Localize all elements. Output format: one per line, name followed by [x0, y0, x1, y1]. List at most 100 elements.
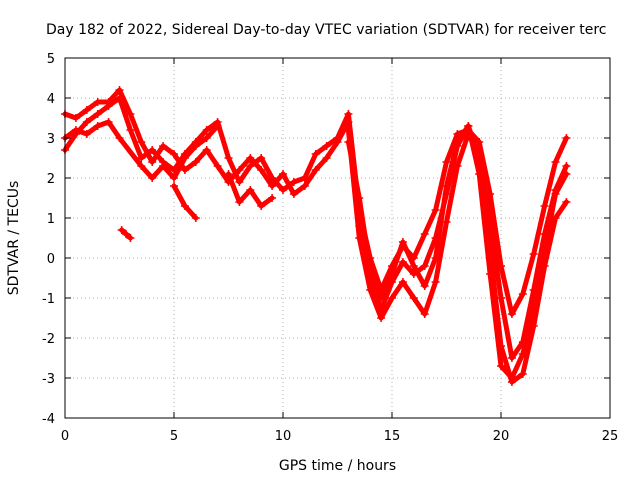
- data-point: [388, 270, 396, 278]
- data-point: [355, 234, 364, 242]
- data-point: [322, 142, 331, 150]
- data-point: [159, 162, 168, 170]
- data-point: [148, 174, 157, 182]
- data-point: [518, 290, 527, 298]
- x-axis-label: GPS time / hours: [279, 458, 396, 474]
- data-point: [289, 178, 298, 186]
- data-point: [170, 182, 178, 190]
- y-tick-label: 1: [47, 212, 55, 227]
- data-point: [71, 114, 80, 122]
- data-point: [562, 134, 571, 142]
- x-tick-label: 5: [170, 429, 178, 444]
- x-tick-label: 25: [602, 429, 619, 444]
- data-point: [170, 174, 178, 182]
- data-point: [148, 146, 157, 154]
- data-point: [442, 158, 451, 166]
- data-point: [562, 198, 571, 206]
- data-point: [246, 162, 255, 170]
- data-point: [540, 202, 549, 210]
- data-point: [431, 206, 440, 214]
- data-point: [475, 138, 484, 146]
- data-point: [257, 166, 266, 174]
- series-track-d: [61, 118, 571, 382]
- data-point: [257, 154, 266, 162]
- data-point: [409, 294, 418, 302]
- data-point: [398, 238, 407, 246]
- data-point: [148, 158, 157, 166]
- data-point: [333, 138, 342, 146]
- data-point: [279, 170, 287, 178]
- data-point: [246, 186, 255, 194]
- x-tick-label: 20: [493, 429, 510, 444]
- data-point: [507, 310, 516, 318]
- data-point: [344, 110, 353, 118]
- data-point: [366, 286, 375, 294]
- data-point: [475, 170, 484, 178]
- data-point: [180, 202, 189, 210]
- data-point: [235, 198, 244, 206]
- data-point: [453, 138, 462, 146]
- chart-title: Day 182 of 2022, Sidereal Day-to-day VTE…: [46, 22, 606, 38]
- data-point: [224, 154, 233, 162]
- data-point: [551, 190, 560, 198]
- y-tick-label: 4: [47, 92, 55, 107]
- data-point: [126, 126, 135, 134]
- data-point: [257, 202, 266, 210]
- data-point: [268, 182, 277, 190]
- y-tick-label: 2: [47, 172, 55, 187]
- data-point: [93, 98, 102, 106]
- data-point: [224, 170, 233, 178]
- data-point: [82, 118, 91, 126]
- data-point: [420, 230, 429, 238]
- data-point: [115, 86, 124, 94]
- data-point: [529, 302, 538, 310]
- data-point: [344, 118, 353, 126]
- data-point: [562, 162, 571, 170]
- data-point: [311, 150, 320, 158]
- data-point: [540, 246, 549, 254]
- data-point: [344, 138, 353, 146]
- data-point: [170, 150, 178, 158]
- data-point: [344, 126, 353, 134]
- y-tick-label: -3: [42, 372, 55, 387]
- x-tick-label: 10: [275, 429, 292, 444]
- data-point: [300, 182, 309, 190]
- data-point: [366, 266, 375, 274]
- data-point: [115, 134, 124, 142]
- data-point: [507, 374, 516, 382]
- data-point: [268, 194, 277, 202]
- y-tick-label: 5: [47, 52, 55, 67]
- data-point: [126, 110, 135, 118]
- data-point: [213, 162, 222, 170]
- data-point: [518, 350, 527, 358]
- data-point: [420, 262, 429, 270]
- data-point: [202, 126, 211, 134]
- data-point: [431, 278, 440, 286]
- y-tick-label: 3: [47, 132, 55, 147]
- data-point: [202, 134, 211, 142]
- data-point: [191, 158, 200, 166]
- data-point: [82, 106, 91, 114]
- y-tick-label: -4: [42, 412, 55, 427]
- data-point: [279, 186, 287, 194]
- data-point: [104, 118, 113, 126]
- data-point: [180, 166, 189, 174]
- data-point: [289, 190, 298, 198]
- series-line: [62, 87, 569, 361]
- data-point: [518, 370, 527, 378]
- data-point: [126, 234, 135, 242]
- data-point: [562, 170, 571, 178]
- data-point: [137, 154, 146, 162]
- data-point: [442, 182, 451, 190]
- data-point: [442, 218, 451, 226]
- data-point: [398, 258, 407, 266]
- series-layer: [61, 86, 571, 386]
- data-point: [213, 122, 222, 130]
- data-point: [420, 282, 429, 290]
- data-point: [377, 314, 386, 322]
- data-point: [377, 294, 386, 302]
- data-point: [486, 270, 495, 278]
- data-point: [551, 158, 560, 166]
- data-point: [202, 146, 211, 154]
- data-point: [104, 98, 113, 106]
